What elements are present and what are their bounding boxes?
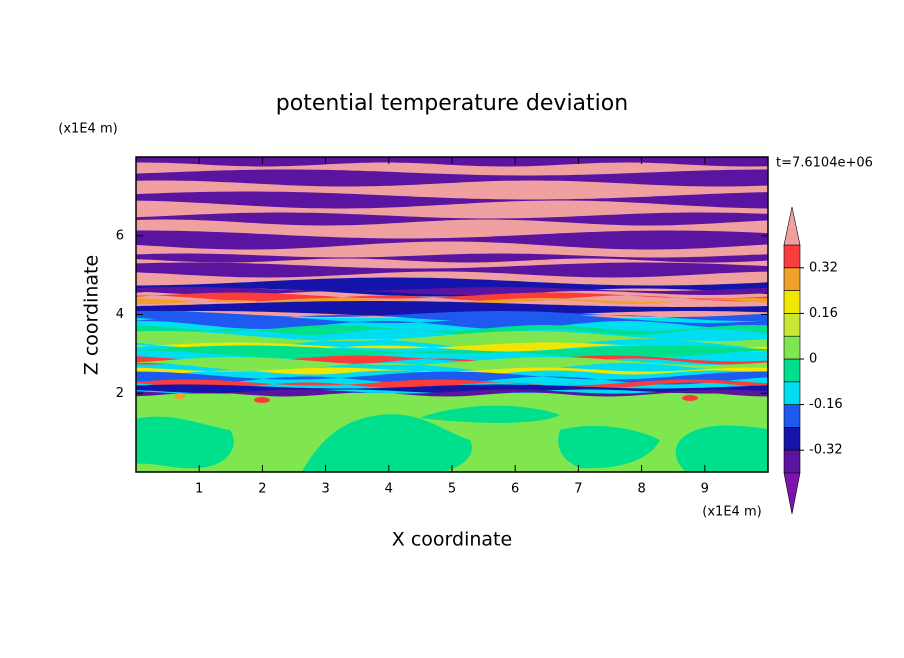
field-band: [136, 191, 768, 209]
chart-title: potential temperature deviation: [276, 91, 628, 116]
field-spot: [174, 393, 186, 399]
field-band: [136, 355, 768, 365]
colorbar-box: [783, 358, 801, 383]
colorbar-label: 0.32: [809, 260, 838, 275]
field-band: [136, 345, 768, 359]
colorbar-label: -0.16: [809, 397, 843, 412]
field-band: [136, 367, 768, 375]
field-band: [136, 357, 768, 371]
field-band: [136, 212, 768, 226]
x-tick-label: 9: [701, 482, 709, 497]
field-band: [136, 389, 768, 397]
field-band: [136, 230, 768, 250]
time-annotation: t=7.6104e+06: [776, 156, 873, 171]
field-blob: [558, 425, 660, 469]
y-tick-label: 4: [116, 307, 124, 322]
x-tick-label: 4: [385, 482, 393, 497]
field-blob: [301, 414, 472, 472]
colorbar-box: [783, 404, 801, 428]
field-band: [136, 311, 768, 321]
colorbar-box: [783, 267, 801, 291]
x-tick-label: 1: [195, 482, 203, 497]
field-spot: [682, 395, 698, 401]
colorbar-triangle: [783, 472, 801, 515]
x-unit: (x1E4 m): [702, 505, 761, 520]
colorbar-box: [783, 335, 801, 360]
x-tick-label: 5: [448, 482, 456, 497]
field-band: [136, 331, 768, 349]
x-tick-label: 8: [637, 482, 645, 497]
field-spot: [254, 397, 270, 403]
colorbar-box: [783, 313, 801, 337]
field-band: [136, 325, 768, 335]
field-band: [136, 379, 768, 389]
x-tick-label: 3: [321, 482, 329, 497]
colorbar-label: 0.16: [809, 306, 838, 321]
field-band: [136, 262, 768, 278]
field-blob: [136, 416, 234, 469]
colorbar-box: [783, 449, 801, 474]
field-band: [136, 315, 768, 329]
contour-field: [136, 157, 768, 472]
field-band: [136, 384, 768, 394]
x-tick-label: 6: [511, 482, 519, 497]
field-band: [136, 169, 768, 187]
field-band: [136, 277, 768, 297]
colorbar-label: -0.32: [809, 443, 843, 458]
y-tick-label: 6: [116, 228, 124, 243]
field-blob: [420, 405, 560, 423]
x-tick-label: 2: [258, 482, 266, 497]
colorbar-box: [783, 381, 801, 405]
x-tick-label: 7: [574, 482, 582, 497]
field-band: [136, 301, 768, 317]
colorbar-box: [783, 244, 801, 269]
field-blob: [675, 425, 768, 472]
colorbar-box: [783, 427, 801, 451]
field-band: [136, 287, 768, 295]
field-band: [136, 371, 768, 385]
field-band: [136, 253, 768, 263]
y-tick-label: 2: [116, 386, 124, 401]
y-axis-label: Z coordinate: [81, 255, 103, 375]
colorbar-triangle: [783, 206, 801, 246]
y-unit: (x1E4 m): [58, 122, 117, 137]
x-axis-label: X coordinate: [392, 529, 512, 551]
colorbar-label: 0: [809, 352, 817, 367]
colorbar-box: [783, 290, 801, 314]
